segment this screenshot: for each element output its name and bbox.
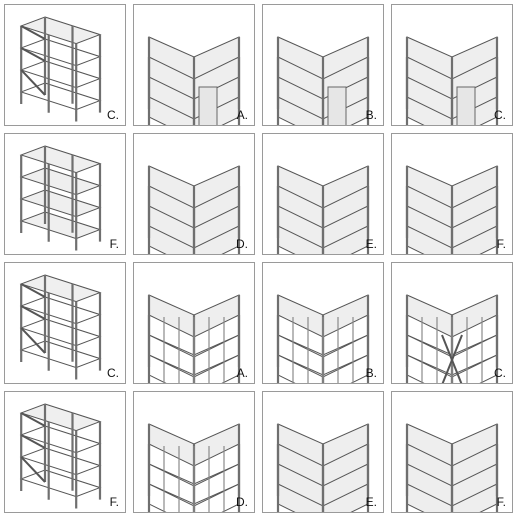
structure-drawing [19,274,102,380]
structure-tile: B. [262,4,384,126]
tile-label: F. [496,495,506,509]
tile-label: C. [494,366,506,380]
tile-label: F. [496,237,506,251]
structure-tile: E. [262,391,384,513]
structure-drawing [276,423,370,512]
structure-tile: C. [391,262,513,384]
tile-label: E. [365,495,377,509]
tile-label: A. [236,108,248,122]
structure-tile: F. [4,391,126,513]
structure-tile: D. [133,133,255,255]
structure-drawing [147,294,241,383]
tile-label: D. [236,495,248,509]
structure-drawing [276,36,370,125]
structure-tile: C. [4,4,126,126]
tile-label: B. [365,108,377,122]
structure-tile: F. [391,133,513,255]
structure-drawing [405,36,499,125]
structure-drawing [276,165,370,254]
structure-tile: E. [262,133,384,255]
tile-label: C. [107,366,119,380]
structure-tile: F. [391,391,513,513]
tile-label: B. [365,366,377,380]
structure-drawing [147,423,241,512]
tile-label: C. [494,108,506,122]
structure-tile: A. [133,4,255,126]
structure-drawing [405,423,499,512]
structure-drawing [19,16,102,122]
structure-drawing [19,403,102,509]
structure-drawing [147,36,241,125]
tile-label: D. [236,237,248,251]
structure-tile: F. [4,133,126,255]
tile-label: A. [236,366,248,380]
structure-drawing [19,145,102,251]
structure-drawing [147,165,241,254]
structure-tile: C. [4,262,126,384]
structure-drawing [276,294,370,383]
tile-label: C. [107,108,119,122]
tile-label: F. [109,237,119,251]
structure-tile: D. [133,391,255,513]
structure-tile: B. [262,262,384,384]
structure-tile: A. [133,262,255,384]
structure-drawing [405,294,499,383]
structure-drawing [405,165,499,254]
tile-label: E. [365,237,377,251]
tile-label: F. [109,495,119,509]
structure-tile: C. [391,4,513,126]
